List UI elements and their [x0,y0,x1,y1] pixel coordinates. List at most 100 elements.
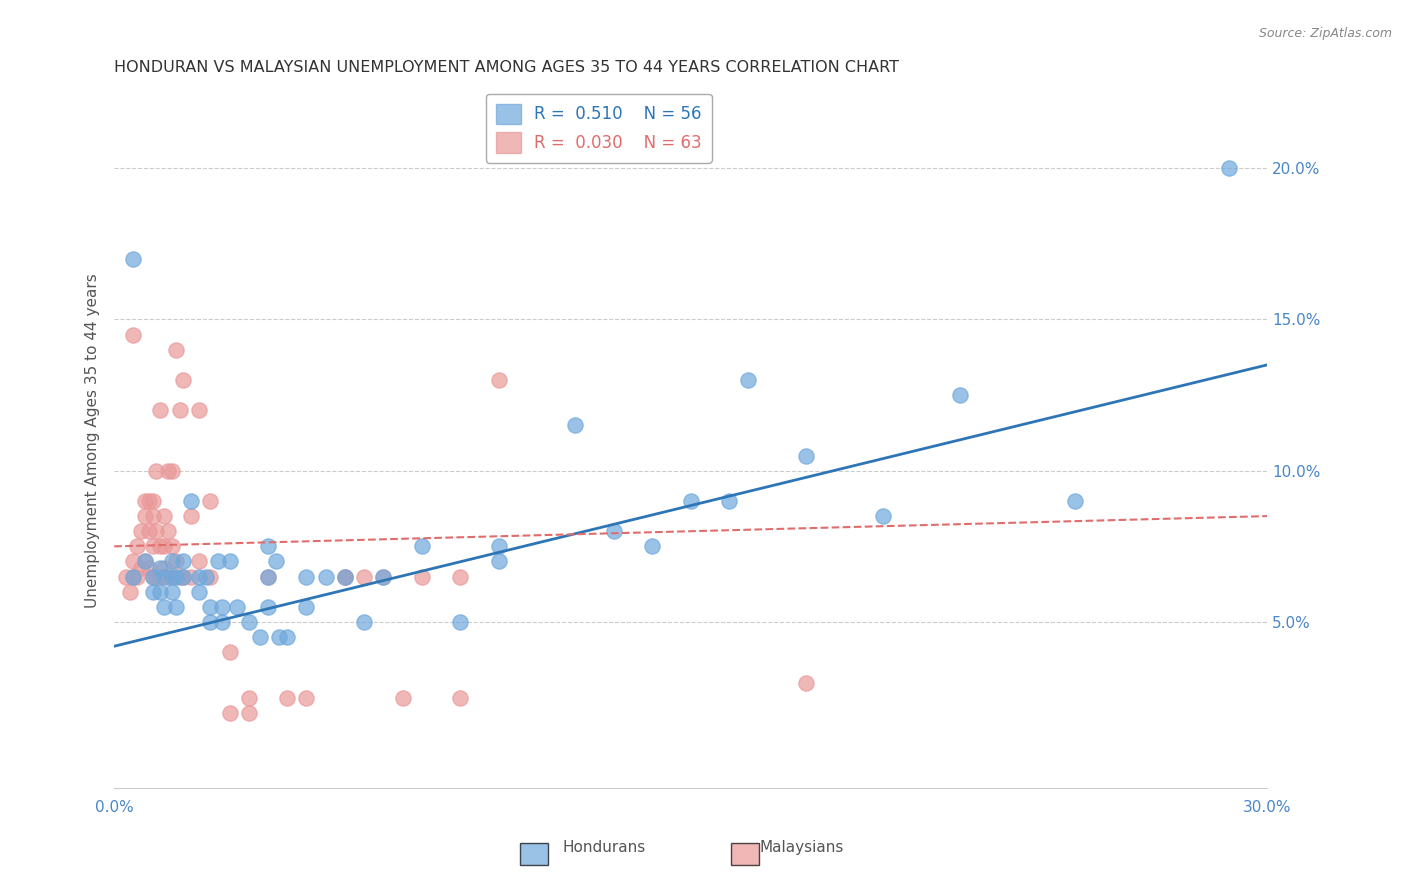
Point [138,494,160,508]
Point [172,569,194,583]
Point [149,403,172,417]
Point [949,388,972,402]
Point [160,540,183,554]
Text: Malaysians: Malaysians [759,840,844,855]
Point [257,599,280,614]
Text: Source: ZipAtlas.com: Source: ZipAtlas.com [1258,27,1392,40]
Point [641,540,664,554]
Point [122,252,145,266]
Point [153,540,176,554]
Point [160,569,183,583]
Point [160,554,183,568]
Point [238,615,260,629]
Point [153,569,176,583]
Point [187,403,209,417]
Point [1064,494,1087,508]
Point [138,560,160,574]
Point [353,615,375,629]
Point [226,599,249,614]
Point [156,464,179,478]
Point [218,645,240,659]
Point [295,690,318,705]
Point [145,464,167,478]
Point [153,560,176,574]
Point [195,569,218,583]
Point [165,554,187,568]
Point [160,464,183,478]
Text: HONDURAN VS MALAYSIAN UNEMPLOYMENT AMONG AGES 35 TO 44 YEARS CORRELATION CHART: HONDURAN VS MALAYSIAN UNEMPLOYMENT AMONG… [114,60,900,75]
Point [737,373,759,387]
Y-axis label: Unemployment Among Ages 35 to 44 years: Unemployment Among Ages 35 to 44 years [86,273,100,607]
Point [160,584,183,599]
Point [449,615,471,629]
Point [269,630,291,644]
Point [172,569,194,583]
Point [488,373,510,387]
Point [794,449,817,463]
Point [187,554,209,568]
Point [149,584,172,599]
Point [153,599,176,614]
Point [153,509,176,524]
Point [276,690,298,705]
Point [169,569,191,583]
Point [134,554,156,568]
Legend: R =  0.510    N = 56, R =  0.030    N = 63: R = 0.510 N = 56, R = 0.030 N = 63 [485,94,711,163]
Point [142,494,165,508]
Point [200,494,222,508]
Point [257,569,280,583]
Point [187,569,209,583]
Point [187,584,209,599]
Point [238,690,260,705]
Point [118,584,141,599]
Point [218,554,240,568]
Point [200,599,222,614]
Point [122,554,145,568]
Point [211,599,233,614]
Point [411,540,433,554]
Point [564,418,586,433]
Point [333,569,356,583]
Point [165,569,187,583]
Point [200,569,222,583]
Point [449,569,471,583]
Point [295,599,318,614]
Point [353,569,375,583]
Point [129,560,152,574]
Point [134,494,156,508]
Point [156,524,179,539]
Point [249,630,271,644]
Point [165,343,187,357]
Point [315,569,337,583]
Point [411,569,433,583]
Point [488,554,510,568]
Point [333,569,356,583]
Point [449,690,471,705]
Point [200,615,222,629]
Point [114,569,136,583]
Point [134,509,156,524]
Point [872,509,894,524]
Point [333,569,356,583]
Point [134,554,156,568]
Point [488,540,510,554]
Point [180,569,202,583]
Point [180,494,202,508]
Point [142,569,165,583]
Point [180,509,202,524]
Point [276,630,298,644]
Point [127,540,149,554]
Point [122,327,145,342]
Point [391,690,413,705]
Point [373,569,395,583]
Point [142,584,165,599]
Point [218,706,240,720]
Point [127,569,149,583]
Point [794,675,817,690]
Point [257,540,280,554]
Point [142,569,165,583]
Point [373,569,395,583]
Point [142,540,165,554]
Point [145,569,167,583]
Point [172,554,194,568]
